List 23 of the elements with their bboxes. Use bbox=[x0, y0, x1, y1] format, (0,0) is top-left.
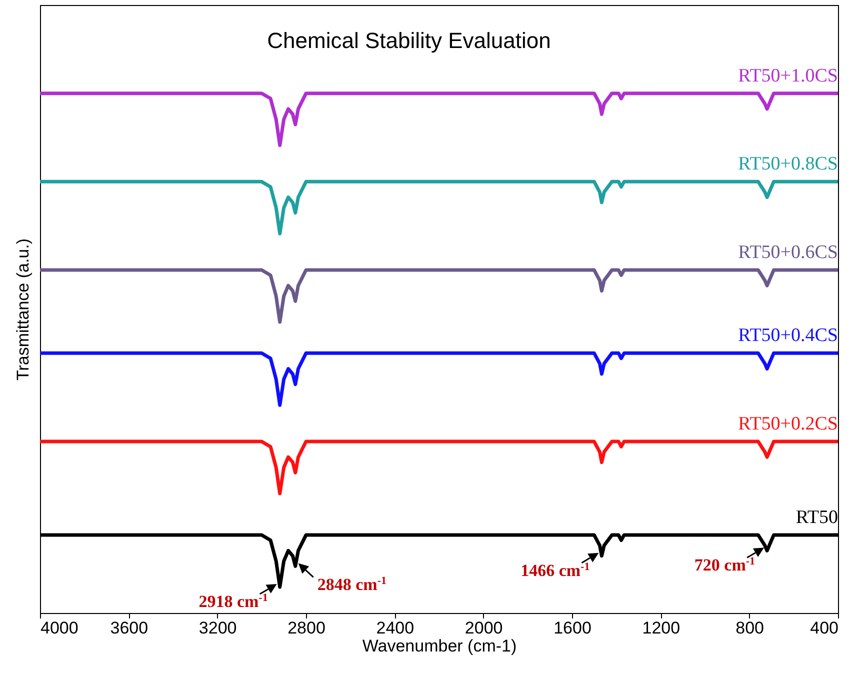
x-tick-label: 3600 bbox=[110, 618, 148, 638]
x-tick-label: 2400 bbox=[376, 618, 414, 638]
x-tick-label: 800 bbox=[736, 618, 764, 638]
series-label: RT50 bbox=[796, 507, 838, 528]
annotation: 1466 cm$^{-1}$ bbox=[520, 560, 590, 580]
x-tick-label: 2000 bbox=[464, 618, 503, 638]
x-tick-label: 1200 bbox=[642, 618, 680, 638]
annotation: 720 cm$^{-1}$ bbox=[694, 556, 756, 575]
x-tick-label: 1600 bbox=[554, 618, 592, 638]
x-tick-label: 400 bbox=[810, 618, 838, 638]
annotation: 2848 cm$^{-1}$ bbox=[317, 575, 386, 594]
x-axis-title: Wavenumber (cm-1) bbox=[362, 636, 517, 656]
x-tick-label: 2800 bbox=[288, 618, 326, 638]
series-label: RT50+1.0CS bbox=[738, 65, 838, 86]
annotation: 2918 cm$^{-1}$ bbox=[198, 592, 268, 612]
series-label: RT50+0.6CS bbox=[738, 242, 838, 264]
x-tick-label: 4000 bbox=[40, 618, 78, 638]
series-label: RT50+0.4CS bbox=[738, 325, 838, 346]
y-axis-title: Trasmittance (a.u.) bbox=[14, 238, 32, 381]
chart-title: Chemical Stability Evaluation bbox=[267, 28, 551, 53]
x-tick-label: 3200 bbox=[198, 618, 237, 638]
series-label: RT50+0.8CS bbox=[738, 154, 838, 175]
series-label: RT50+0.2CS bbox=[738, 414, 838, 435]
